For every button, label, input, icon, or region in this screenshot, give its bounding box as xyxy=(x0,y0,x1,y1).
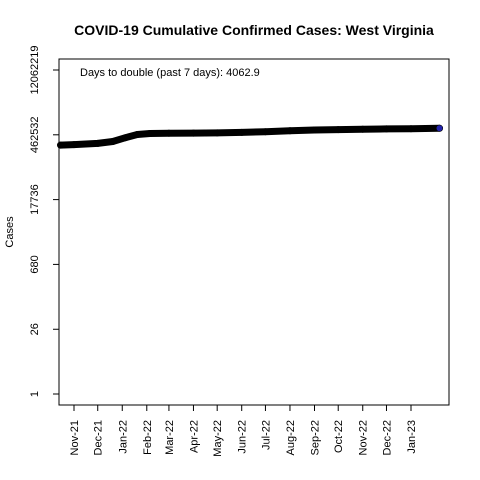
data-point xyxy=(359,125,367,133)
data-point xyxy=(383,125,390,133)
data-point xyxy=(311,126,318,134)
x-tick-label: Apr-22 xyxy=(188,420,200,453)
x-tick-label: Nov-22 xyxy=(358,420,370,455)
y-tick-label: 26 xyxy=(29,323,41,335)
doubling-annotation: Days to double (past 7 days): 4062.9 xyxy=(80,67,260,79)
y-axis-label: Cases xyxy=(4,216,16,248)
data-point xyxy=(190,129,197,137)
last-data-point xyxy=(436,125,443,132)
x-axis: Nov-21 Dec-21 Jan-22 Feb-22 Mar-22 Apr-22 May-… xyxy=(69,405,418,457)
data-point xyxy=(261,128,269,136)
x-tick-label: Nov-21 xyxy=(69,420,81,455)
data-point xyxy=(407,125,415,133)
x-tick-label: Oct-22 xyxy=(333,420,345,453)
x-tick-label: Feb-22 xyxy=(142,420,154,455)
y-axis: 1 26 680 17736 462532 12062219 xyxy=(29,46,59,397)
x-tick-label: Dec-22 xyxy=(381,420,393,455)
data-point xyxy=(213,129,221,137)
y-tick-label: 680 xyxy=(29,255,41,273)
data-point xyxy=(146,130,154,137)
data-point xyxy=(94,139,102,147)
x-tick-label: Dec-21 xyxy=(93,420,105,455)
x-tick-label: Jan-22 xyxy=(117,420,129,454)
data-point xyxy=(286,127,294,135)
series-layer xyxy=(57,124,443,149)
data-point xyxy=(133,131,141,138)
x-tick-label: May-22 xyxy=(212,420,224,457)
y-tick-label: 462532 xyxy=(29,116,41,153)
x-tick-label: Aug-22 xyxy=(285,420,297,455)
data-point xyxy=(121,134,129,142)
y-tick-label: 1 xyxy=(29,391,41,397)
x-tick-label: Jun-22 xyxy=(237,420,249,454)
x-tick-label: Sep-22 xyxy=(309,420,321,455)
chart-title: COVID-19 Cumulative Confirmed Cases: Wes… xyxy=(74,22,434,38)
plot-frame xyxy=(58,58,450,406)
data-point xyxy=(109,138,117,145)
data-point xyxy=(57,141,65,149)
data-point xyxy=(334,126,342,134)
data-point xyxy=(238,128,246,136)
x-tick-label: Jan-23 xyxy=(406,420,418,454)
y-tick-label: 12062219 xyxy=(29,46,41,95)
x-tick-label: Mar-22 xyxy=(164,420,176,455)
data-point xyxy=(70,141,78,149)
y-tick-label: 17736 xyxy=(29,184,41,215)
x-tick-label: Jul-22 xyxy=(260,420,272,450)
data-point xyxy=(165,129,173,137)
